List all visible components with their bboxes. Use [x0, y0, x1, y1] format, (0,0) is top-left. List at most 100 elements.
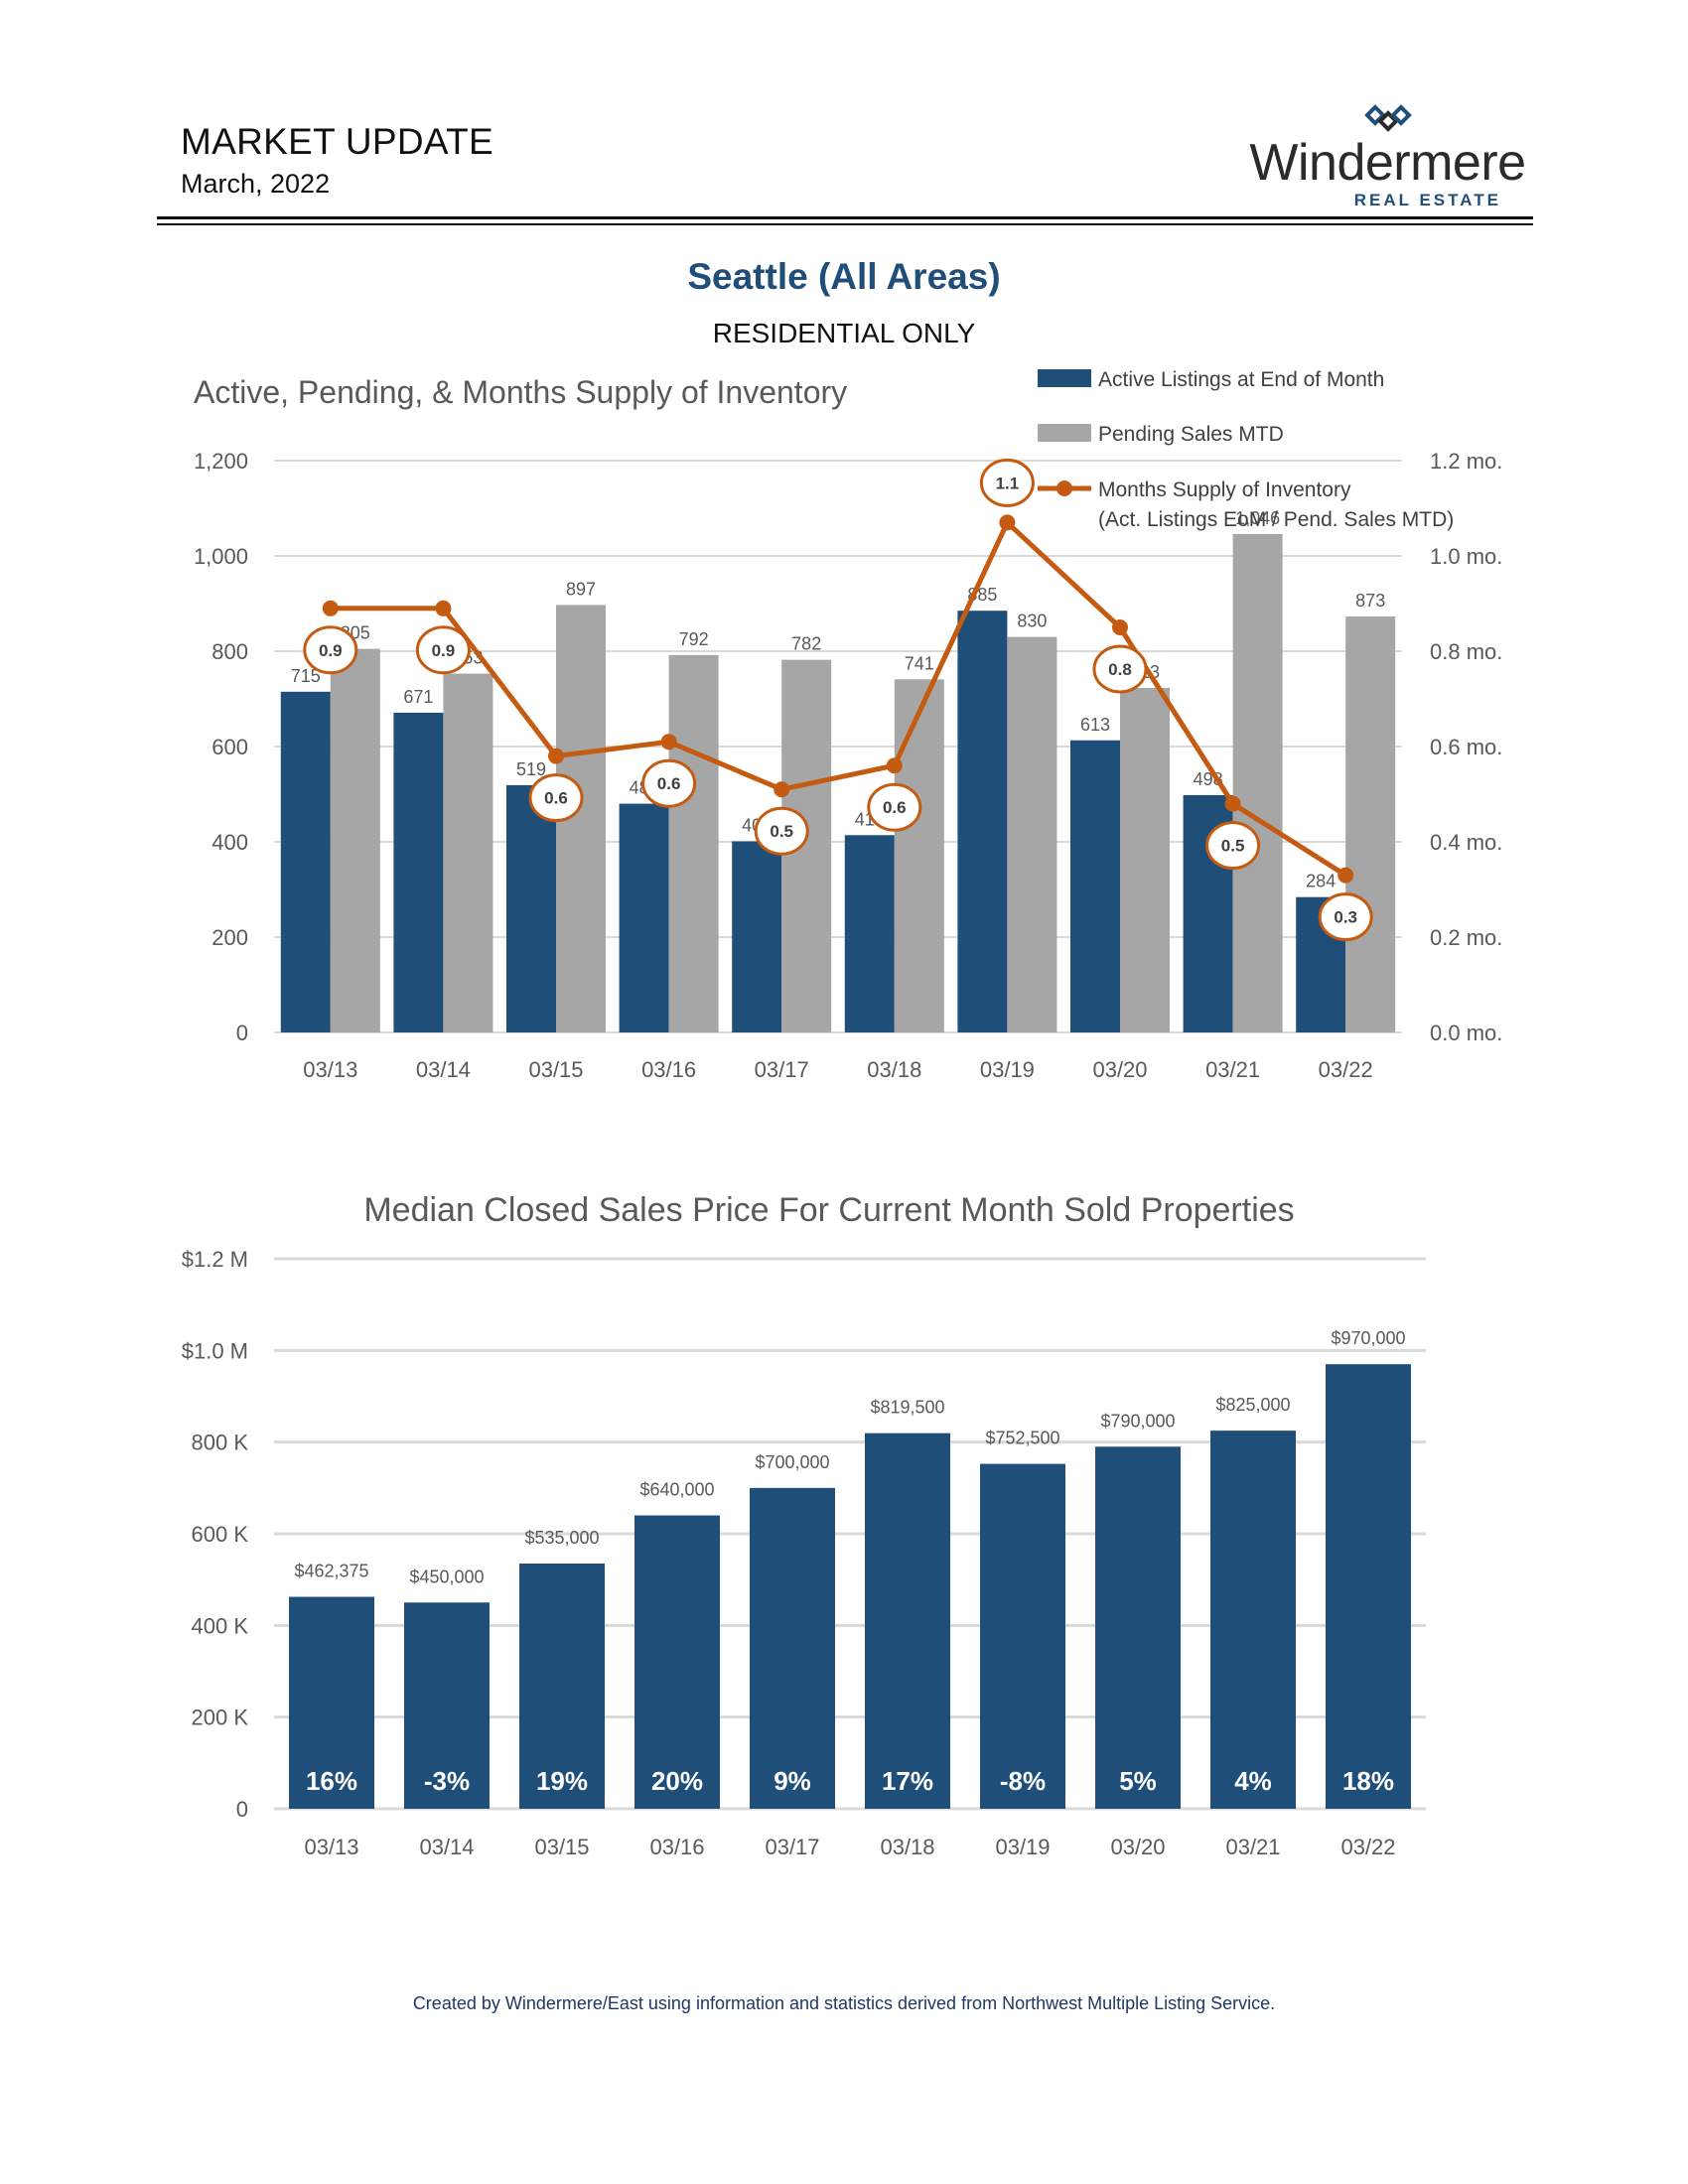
median-price-chart: Median Closed Sales Price For Current Mo…	[182, 1191, 1426, 1859]
median-price-bar	[865, 1433, 950, 1809]
months-supply-label: 0.9	[319, 641, 343, 660]
pending-sales-label: 873	[1355, 591, 1385, 611]
months-supply-point	[1224, 795, 1241, 812]
header-rule-top	[157, 216, 1533, 219]
median-price-bar	[519, 1564, 605, 1809]
yoy-change-label: 5%	[1119, 1766, 1157, 1796]
x-tick-label: 03/20	[1092, 1057, 1147, 1082]
header-rule-bottom	[157, 223, 1533, 225]
active-listings-bar	[844, 835, 895, 1032]
active-listings-bar	[619, 803, 669, 1032]
y-tick-label: 400 K	[192, 1613, 249, 1638]
y-tick-label: 800 K	[192, 1431, 249, 1455]
y-tick-label: 0	[236, 1797, 248, 1822]
windermere-logo: Windermere REAL ESTATE	[1246, 103, 1529, 212]
active-listings-bar	[280, 691, 331, 1032]
pending-sales-bar	[1120, 687, 1170, 1032]
report-date: March, 2022	[181, 169, 331, 199]
x-tick-label: 03/22	[1340, 1835, 1395, 1859]
y2-tick-label: 0.0 mo.	[1430, 1021, 1502, 1045]
months-supply-label: 0.5	[770, 822, 793, 841]
months-supply-point	[435, 600, 452, 616]
active-listings-bar	[732, 841, 782, 1032]
yoy-change-label: 16%	[306, 1766, 357, 1796]
median-price-label: $700,000	[755, 1452, 829, 1472]
legend-active-swatch	[1038, 369, 1091, 387]
median-price-bar	[289, 1596, 374, 1809]
active-listings-bar	[1070, 740, 1120, 1032]
months-supply-point	[322, 600, 339, 616]
x-tick-label: 03/14	[416, 1057, 471, 1082]
months-supply-line	[330, 519, 1347, 878]
x-tick-label: 03/17	[755, 1057, 809, 1082]
yoy-change-label: 18%	[1342, 1766, 1394, 1796]
x-tick-label: 03/14	[419, 1835, 474, 1859]
months-supply-point	[548, 748, 564, 764]
report-title: MARKET UPDATE	[181, 121, 494, 162]
months-supply-point	[1337, 867, 1354, 884]
y2-tick-label: 0.2 mo.	[1430, 925, 1502, 950]
y2-tick-label: 1.2 mo.	[1430, 449, 1502, 474]
x-tick-label: 03/13	[304, 1835, 358, 1859]
legend-supply-label: Months Supply of Inventory	[1098, 478, 1351, 501]
y-tick-label: 400	[211, 830, 248, 855]
pending-sales-label: 782	[791, 634, 821, 654]
x-tick-label: 03/19	[995, 1835, 1050, 1859]
footer-note: Created by Windermere/East using informa…	[412, 1993, 1276, 2013]
active-listings-label: 613	[1080, 715, 1110, 735]
median-price-bar	[980, 1463, 1065, 1809]
x-tick-label: 03/15	[534, 1835, 589, 1859]
months-supply-callout	[1092, 644, 1148, 694]
yoy-change-label: -8%	[1000, 1766, 1046, 1796]
chart-title: Active, Pending, & Months Supply of Inve…	[194, 374, 847, 410]
y-tick-label: 200 K	[192, 1706, 249, 1730]
median-price-label: $462,375	[294, 1562, 368, 1581]
months-supply-label: 0.8	[1108, 660, 1132, 679]
yoy-change-label: 9%	[774, 1766, 811, 1796]
legend-pending-label: Pending Sales MTD	[1098, 423, 1284, 446]
x-tick-label: 03/16	[641, 1057, 696, 1082]
y-tick-label: $1.2 M	[182, 1247, 248, 1272]
x-tick-label: 03/13	[303, 1057, 357, 1082]
brand-subtitle: REAL ESTATE	[1353, 191, 1501, 209]
months-supply-label: 0.9	[432, 641, 456, 660]
median-price-bar	[750, 1487, 835, 1809]
yoy-change-label: 19%	[536, 1766, 588, 1796]
x-tick-label: 03/22	[1319, 1057, 1373, 1082]
months-supply-point	[774, 781, 790, 798]
x-tick-label: 03/15	[528, 1057, 583, 1082]
months-supply-point	[999, 514, 1016, 531]
median-price-label: $970,000	[1331, 1328, 1405, 1348]
median-price-bar	[1210, 1431, 1296, 1809]
legend-supply-marker	[1056, 480, 1072, 496]
x-tick-label: 03/19	[980, 1057, 1035, 1082]
active-listings-bar	[393, 712, 444, 1032]
x-tick-label: 03/20	[1110, 1835, 1165, 1859]
x-tick-label: 03/18	[867, 1057, 921, 1082]
pending-sales-label: 830	[1017, 612, 1047, 631]
x-tick-label: 03/16	[649, 1835, 704, 1859]
pending-sales-bar	[1007, 636, 1057, 1032]
y-tick-label: 0	[236, 1021, 248, 1045]
x-tick-label: 03/21	[1225, 1835, 1280, 1859]
x-tick-label: 03/18	[880, 1835, 934, 1859]
pending-sales-bar	[668, 654, 719, 1032]
y2-tick-label: 0.8 mo.	[1430, 639, 1502, 664]
y-tick-label: 600 K	[192, 1522, 249, 1547]
yoy-change-label: 17%	[882, 1766, 933, 1796]
pending-sales-label: 792	[679, 629, 709, 649]
median-price-bar	[1326, 1364, 1411, 1809]
median-price-label: $450,000	[409, 1567, 484, 1586]
pending-sales-bar	[443, 673, 493, 1032]
chart-title: Median Closed Sales Price For Current Mo…	[363, 1191, 1294, 1229]
months-supply-callout	[867, 782, 922, 832]
inventory-chart: Active, Pending, & Months Supply of Inve…	[194, 368, 1502, 1082]
months-supply-callout	[979, 458, 1035, 507]
yoy-change-label: 20%	[651, 1766, 703, 1796]
months-supply-label: 0.6	[657, 774, 681, 793]
median-price-label: $790,000	[1100, 1411, 1175, 1431]
median-price-label: $825,000	[1215, 1395, 1290, 1415]
pending-sales-bar	[1232, 533, 1283, 1032]
pending-sales-label: 741	[905, 653, 934, 673]
pending-sales-label: 897	[566, 579, 596, 599]
